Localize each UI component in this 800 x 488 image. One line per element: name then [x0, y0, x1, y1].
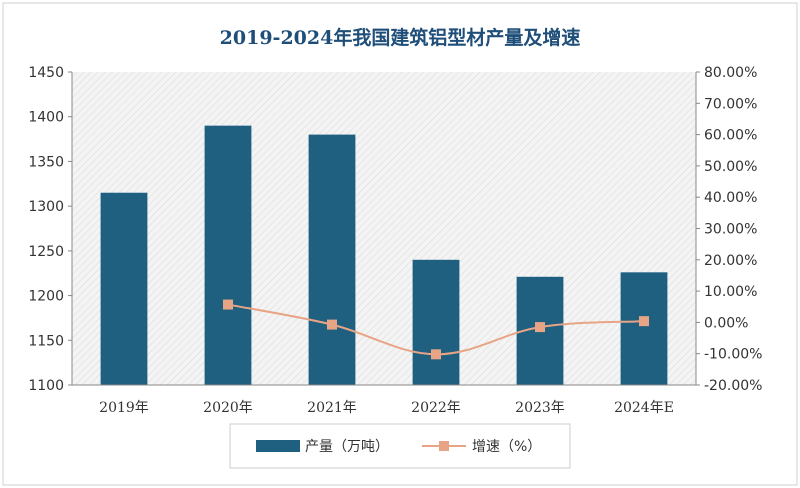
- right-y-axis: -20.00% -10.00% 0.00% 10.00% 20.00% 30.00% 40.…: [695, 65, 762, 394]
- plot-area: [72, 72, 696, 385]
- chart-title: 2019-2024年我国建筑铝型材产量及增速: [220, 26, 581, 49]
- left-tick-label: 1400: [28, 110, 64, 126]
- x-tick-label: 2020年: [203, 400, 253, 416]
- left-tick-label: 1200: [28, 289, 64, 305]
- left-tick-label: 1300: [28, 199, 64, 215]
- left-y-axis: 1100 1150 1200 1250 1300 1350 1400 1450: [28, 65, 73, 394]
- x-tick-label: 2022年: [411, 400, 461, 416]
- bar: [620, 272, 668, 385]
- legend-bar-swatch: [256, 440, 300, 452]
- right-tick-label: 50.00%: [704, 159, 757, 175]
- left-tick-label: 1450: [28, 65, 64, 81]
- growth-point: [639, 316, 649, 327]
- left-tick-label: 1100: [28, 378, 64, 394]
- bar: [412, 259, 460, 385]
- growth-point: [431, 349, 441, 360]
- x-axis: 2019年 2020年 2021年 2022年 2023年 2024年E: [72, 384, 696, 416]
- bar: [100, 192, 148, 385]
- growth-point: [535, 322, 545, 333]
- growth-point: [327, 319, 337, 330]
- x-tick-label: 2021年: [307, 400, 357, 416]
- growth-point: [223, 299, 233, 310]
- left-tick-label: 1250: [28, 244, 64, 260]
- left-tick-label: 1350: [28, 154, 64, 170]
- legend-line-label: 增速（%）: [472, 439, 541, 455]
- x-tick-label: 2019年: [99, 400, 149, 416]
- left-tick-label: 1150: [28, 333, 64, 349]
- right-tick-label: 40.00%: [704, 190, 757, 206]
- right-tick-label: 20.00%: [704, 253, 757, 269]
- right-tick-label: 30.00%: [704, 222, 757, 238]
- line-series: [223, 299, 649, 360]
- right-tick-label: -10.00%: [704, 347, 762, 363]
- x-tick-label: 2024年E: [614, 400, 674, 416]
- right-tick-label: 60.00%: [704, 128, 757, 144]
- legend-bar-label: 产量（万吨）: [305, 439, 389, 455]
- right-tick-label: 0.00%: [704, 315, 748, 331]
- bar-series: [100, 125, 668, 386]
- bar: [308, 134, 356, 385]
- right-tick-label: -20.00%: [704, 378, 762, 394]
- x-tick-label: 2023年: [515, 400, 565, 416]
- legend: 产量（万吨） 增速（%）: [229, 423, 571, 469]
- legend-line-marker: [439, 441, 449, 451]
- bar: [204, 125, 252, 386]
- right-tick-label: 10.00%: [704, 284, 757, 300]
- right-tick-label: 80.00%: [704, 65, 757, 81]
- right-tick-label: 70.00%: [704, 96, 757, 112]
